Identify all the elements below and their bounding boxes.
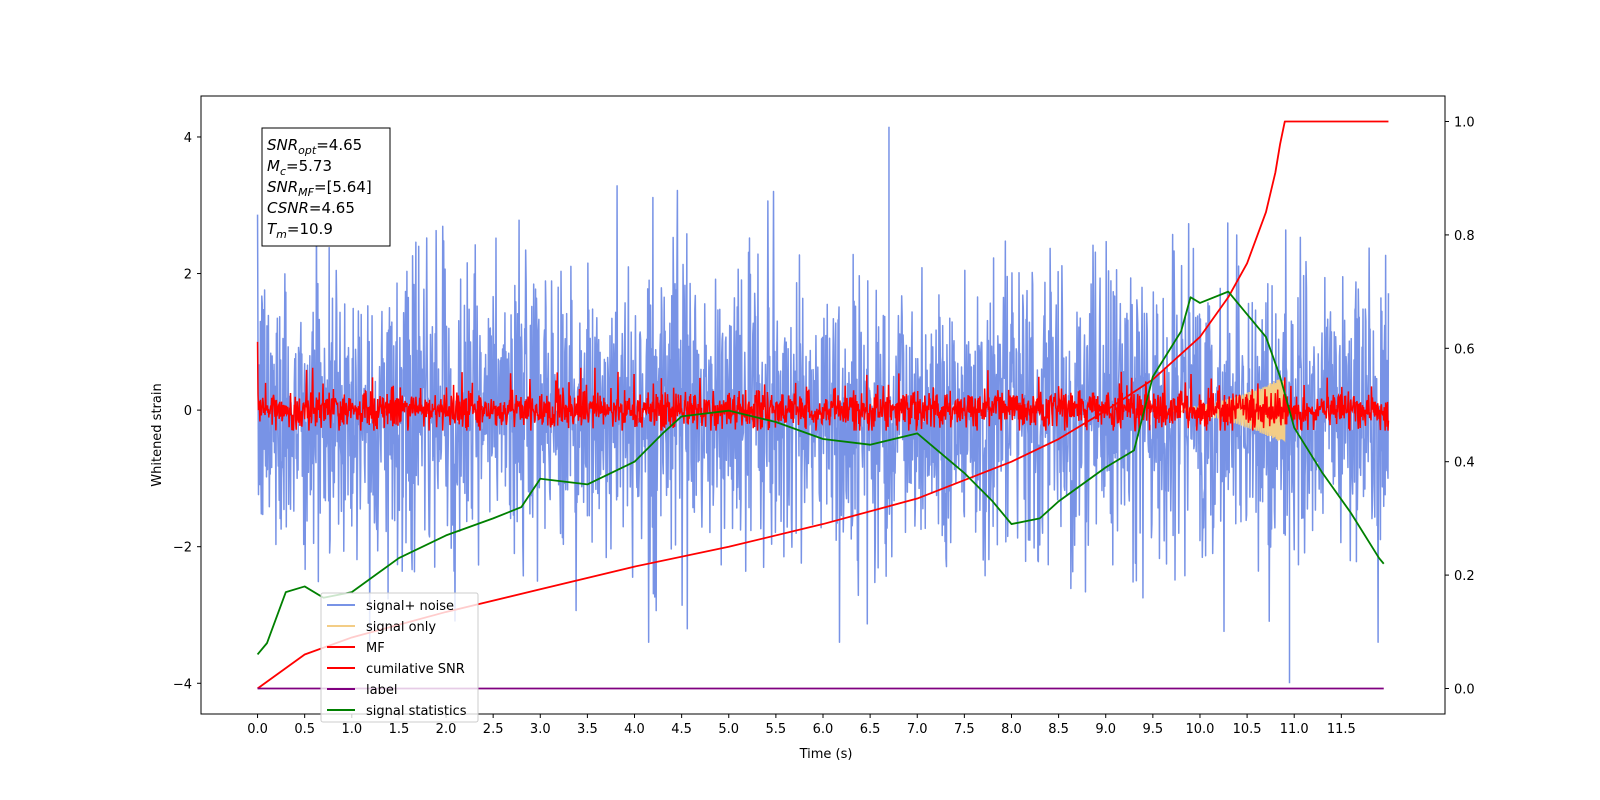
x-tick-label: 2.0 <box>436 722 457 737</box>
y2-tick-label: 0.2 <box>1454 569 1475 584</box>
annotation-line: Tm=10.9 <box>267 220 333 241</box>
legend: signal+ noise signal only MF cumilative SNR… <box>320 592 479 723</box>
x-tick-label: 1.5 <box>389 722 410 737</box>
x-tick-label: 11.0 <box>1280 722 1309 737</box>
annotation-line: SNRMF=[5.64] <box>267 178 372 199</box>
x-tick-label: 6.0 <box>813 722 834 737</box>
x-tick-label: 4.0 <box>624 722 645 737</box>
y-axis-label: Whitened strain <box>150 383 165 486</box>
legend-box <box>320 592 479 723</box>
x-tick-label: 5.0 <box>718 722 739 737</box>
y2-tick-label: 1.0 <box>1454 116 1475 131</box>
x-tick-label: 9.0 <box>1095 722 1116 737</box>
y2-tick-label: 0.4 <box>1454 456 1475 471</box>
x-tick-label: 7.0 <box>907 722 928 737</box>
annotation-line: CSNR=4.65 <box>267 199 355 217</box>
x-tick-label: 1.0 <box>341 722 362 737</box>
x-tick-label: 10.0 <box>1185 722 1214 737</box>
x-tick-label: 0.0 <box>247 722 268 737</box>
x-tick-label: 10.5 <box>1233 722 1262 737</box>
x-axis-label: Time (s) <box>799 747 853 762</box>
x-tick-label: 0.5 <box>294 722 315 737</box>
annotation-line: Mc=5.73 <box>267 157 332 178</box>
x-tick-label: 4.5 <box>671 722 692 737</box>
legend-label: signal only <box>366 620 436 635</box>
y-tick-label: −4 <box>173 677 192 692</box>
legend-label: cumilative SNR <box>366 662 465 677</box>
annotation-box <box>261 127 391 247</box>
y2-tick-label: 0.0 <box>1454 682 1475 697</box>
series-cumulative-snr <box>257 120 1389 690</box>
legend-label: signal+ noise <box>366 599 454 614</box>
y-tick-label: 2 <box>184 268 192 283</box>
legend-label: label <box>366 683 397 698</box>
x-tick-label: 5.5 <box>766 722 787 737</box>
axes: 0.0 0.5 1.0 1.5 2.0 2.5 3.0 3.5 4.0 4.5 5.0 5.5 6.0 6… <box>173 95 1475 737</box>
x-tick-label: 2.5 <box>483 722 504 737</box>
y2-tick-label: 0.6 <box>1454 342 1475 357</box>
x-tick-label: 6.5 <box>860 722 881 737</box>
annotation-line: SNRopt=4.65 <box>267 136 362 157</box>
x-tick-label: 11.5 <box>1327 722 1356 737</box>
legend-label: MF <box>366 641 385 656</box>
y-tick-label: 4 <box>184 131 192 146</box>
x-tick-label: 3.0 <box>530 722 551 737</box>
x-tick-label: 8.5 <box>1048 722 1069 737</box>
y2-tick-label: 0.8 <box>1454 229 1475 244</box>
y-tick-label: 0 <box>184 404 192 419</box>
y-tick-label: −2 <box>173 541 192 556</box>
x-tick-label: 9.5 <box>1143 722 1164 737</box>
series-signal-noise <box>256 126 1390 684</box>
x-tick-label: 3.5 <box>577 722 598 737</box>
x-tick-label: 8.0 <box>1001 722 1022 737</box>
x-tick-label: 7.5 <box>954 722 975 737</box>
series-mf <box>256 341 1390 432</box>
legend-label: signal statistics <box>366 704 467 719</box>
series-signal-statistics <box>256 290 1385 656</box>
